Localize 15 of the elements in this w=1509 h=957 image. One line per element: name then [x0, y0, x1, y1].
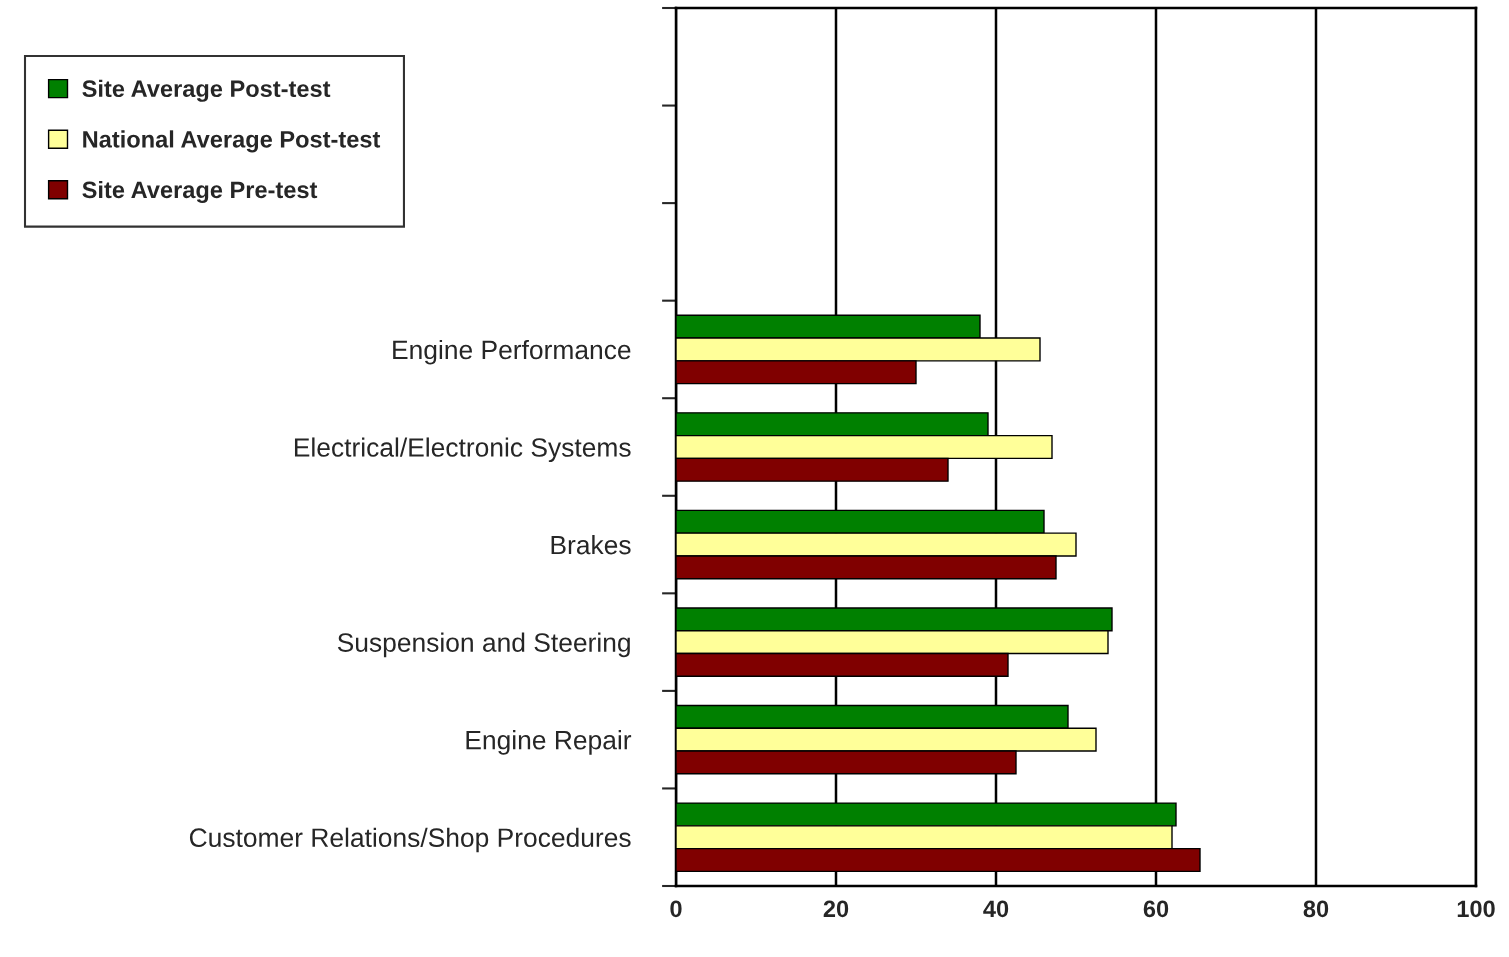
y-tick-label: Customer Relations/Shop Procedures [189, 827, 631, 853]
x-tick-label: 20 [823, 900, 849, 918]
x-tick-label: 0 [670, 900, 682, 918]
x-tick-label: 40 [983, 900, 1009, 918]
legend-label: Site Average Pre-test [82, 180, 318, 203]
legend-label: National Average Post-test [83, 130, 381, 153]
x-tick-label: 80 [1303, 900, 1329, 918]
x-tick-label: 100 [1457, 900, 1495, 918]
legend-label: Site Average Post-test [82, 79, 331, 102]
y-tick-label: Engine Repair [466, 730, 632, 755]
y-tick-label: Engine Performance [393, 339, 631, 365]
x-tick-label: 60 [1143, 900, 1169, 918]
y-tick-label: Brakes [551, 534, 631, 555]
y-tick-label: Electrical/Electronic Systems [294, 437, 631, 463]
y-tick-label: Suspension and Steering [337, 632, 630, 658]
